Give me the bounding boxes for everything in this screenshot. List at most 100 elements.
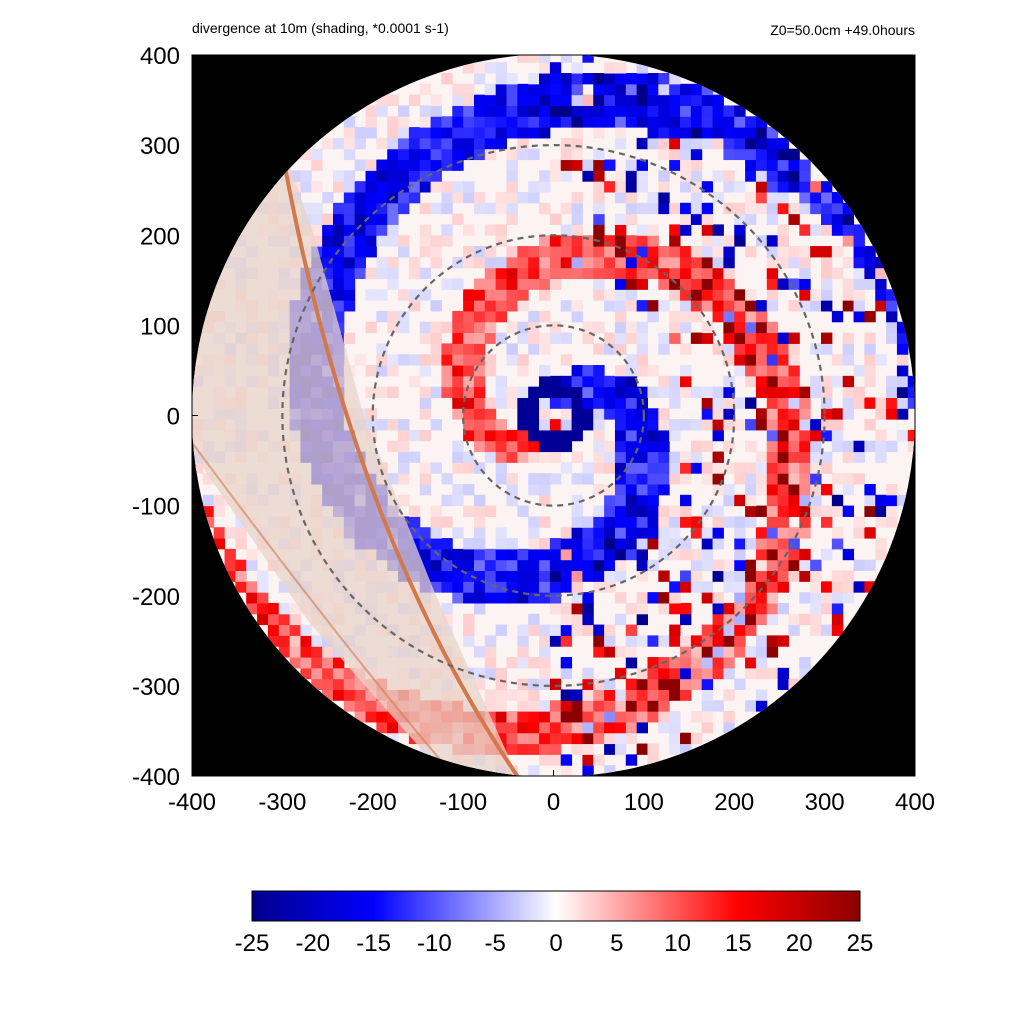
- field-cell: [702, 722, 713, 733]
- field-cell: [485, 689, 496, 700]
- field-cell: [658, 300, 669, 311]
- field-cell: [647, 105, 658, 116]
- field-cell: [344, 289, 355, 300]
- field-cell: [517, 581, 528, 592]
- field-cell: [582, 614, 593, 625]
- field-cell: [528, 387, 539, 398]
- field-cell: [550, 538, 561, 549]
- field-cell: [604, 538, 615, 549]
- field-cell: [593, 538, 604, 549]
- field-cell: [745, 571, 756, 582]
- field-cell: [713, 105, 724, 116]
- field-cell: [539, 268, 550, 279]
- field-cell: [572, 516, 583, 527]
- field-cell: [615, 646, 626, 657]
- field-cell: [854, 300, 865, 311]
- field-cell: [832, 495, 843, 506]
- field-cell: [420, 268, 431, 279]
- field-cell: [647, 462, 658, 473]
- field-cell: [767, 473, 778, 484]
- colorbar-tick-label: 20: [786, 930, 813, 957]
- field-cell: [604, 268, 615, 279]
- field-cell: [810, 506, 821, 517]
- field-cell: [615, 289, 626, 300]
- field-cell: [778, 343, 789, 354]
- field-cell: [452, 527, 463, 538]
- field-cell: [669, 322, 680, 333]
- field-cell: [257, 603, 268, 614]
- field-cell: [463, 257, 474, 268]
- field-cell: [767, 646, 778, 657]
- field-cell: [474, 73, 485, 84]
- field-cell: [767, 581, 778, 592]
- field-cell: [539, 722, 550, 733]
- field-cell: [723, 657, 734, 668]
- field-cell: [344, 127, 355, 138]
- field-cell: [669, 138, 680, 149]
- field-cell: [441, 138, 452, 149]
- field-cell: [843, 452, 854, 463]
- field-cell: [441, 235, 452, 246]
- field-cell: [582, 625, 593, 636]
- field-cell: [463, 581, 474, 592]
- field-cell: [452, 322, 463, 333]
- field-cell: [311, 657, 322, 668]
- field-cell: [626, 625, 637, 636]
- field-cell: [582, 560, 593, 571]
- field-cell: [593, 635, 604, 646]
- field-cell: [756, 527, 767, 538]
- field-cell: [832, 376, 843, 387]
- field-cell: [322, 214, 333, 225]
- field-cell: [582, 160, 593, 171]
- field-cell: [799, 408, 810, 419]
- field-cell: [723, 581, 734, 592]
- field-cell: [550, 62, 561, 73]
- field-cell: [550, 452, 561, 463]
- field-cell: [387, 224, 398, 235]
- field-cell: [723, 235, 734, 246]
- field-cell: [745, 170, 756, 181]
- field-cell: [626, 657, 637, 668]
- field-cell: [875, 354, 886, 365]
- field-cell: [561, 419, 572, 430]
- field-cell: [431, 571, 442, 582]
- field-cell: [647, 679, 658, 690]
- field-cell: [821, 516, 832, 527]
- field-cell: [669, 603, 680, 614]
- field-cell: [420, 116, 431, 127]
- field-cell: [788, 625, 799, 636]
- field-cell: [854, 516, 865, 527]
- field-cell: [441, 387, 452, 398]
- field-cell: [604, 452, 615, 463]
- field-cell: [767, 397, 778, 408]
- field-cell: [561, 149, 572, 160]
- field-cell: [767, 668, 778, 679]
- field-cell: [550, 592, 561, 603]
- field-cell: [734, 462, 745, 473]
- field-cell: [496, 722, 507, 733]
- field-cell: [723, 484, 734, 495]
- field-cell: [680, 105, 691, 116]
- field-cell: [658, 419, 669, 430]
- field-cell: [398, 430, 409, 441]
- field-cell: [799, 657, 810, 668]
- field-cell: [463, 127, 474, 138]
- field-cell: [507, 170, 518, 181]
- field-cell: [420, 549, 431, 560]
- field-cell: [767, 614, 778, 625]
- field-cell: [593, 527, 604, 538]
- field-cell: [420, 322, 431, 333]
- field-cell: [539, 333, 550, 344]
- field-cell: [604, 289, 615, 300]
- field-cell: [235, 538, 246, 549]
- field-cell: [431, 354, 442, 365]
- field-cell: [778, 160, 789, 171]
- field-cell: [550, 214, 561, 225]
- field-cell: [517, 657, 528, 668]
- field-cell: [420, 203, 431, 214]
- field-cell: [528, 192, 539, 203]
- field-cell: [474, 646, 485, 657]
- field-cell: [723, 268, 734, 279]
- field-cell: [647, 300, 658, 311]
- field-cell: [810, 181, 821, 192]
